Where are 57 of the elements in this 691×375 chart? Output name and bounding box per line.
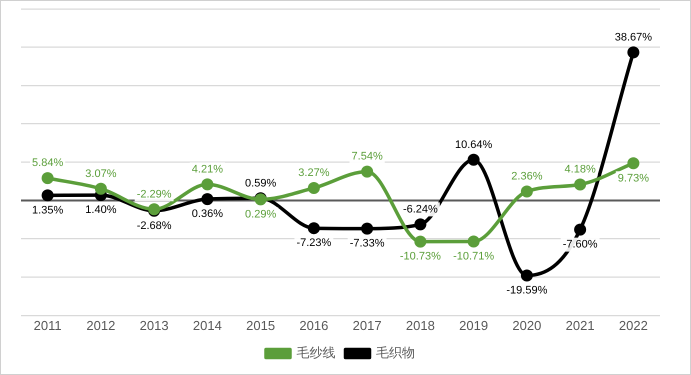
data-label: -2.29% bbox=[136, 188, 172, 200]
legend-label: 毛织物 bbox=[376, 345, 415, 360]
x-tick-label: 2022 bbox=[618, 318, 648, 333]
x-tick-label: 2015 bbox=[246, 318, 276, 333]
point bbox=[42, 189, 54, 202]
data-label: 5.84% bbox=[32, 157, 64, 170]
point bbox=[308, 182, 320, 194]
point bbox=[414, 218, 426, 230]
data-label: 4.18% bbox=[564, 164, 596, 176]
data-label: 1.35% bbox=[32, 204, 64, 216]
x-tick-label: 2020 bbox=[512, 318, 542, 333]
point bbox=[574, 224, 586, 236]
point bbox=[468, 154, 480, 166]
x-tick-label: 2013 bbox=[140, 318, 169, 333]
data-label: -19.59% bbox=[506, 284, 548, 297]
data-label: 7.54% bbox=[352, 150, 383, 163]
data-label: 4.21% bbox=[192, 163, 224, 176]
x-tick-label: 2017 bbox=[352, 318, 382, 333]
x-tick-label: 2011 bbox=[34, 318, 62, 333]
x-tick-label: 2019 bbox=[459, 318, 488, 333]
point bbox=[414, 236, 426, 248]
point bbox=[520, 185, 533, 198]
data-label: 1.40% bbox=[85, 204, 117, 216]
data-label: -7.33% bbox=[350, 238, 385, 250]
data-label: -2.68% bbox=[136, 220, 172, 232]
x-tick-label: 2021 bbox=[566, 318, 595, 333]
x-tick-label: 2014 bbox=[192, 318, 222, 333]
data-label: -6.24% bbox=[402, 203, 438, 216]
data-label: 3.07% bbox=[85, 168, 117, 180]
x-tick-label: 2016 bbox=[299, 318, 328, 333]
data-label: 2.36% bbox=[511, 170, 543, 182]
data-label: 3.27% bbox=[298, 167, 330, 180]
data-label: 0.36% bbox=[192, 208, 224, 220]
data-label: -7.60% bbox=[562, 238, 598, 251]
point bbox=[627, 46, 640, 58]
point bbox=[94, 182, 107, 195]
point bbox=[308, 222, 320, 234]
point bbox=[42, 172, 54, 184]
x-tick-label: 2012 bbox=[86, 318, 116, 333]
point bbox=[201, 193, 214, 206]
point bbox=[361, 222, 374, 235]
point bbox=[201, 178, 214, 190]
data-label: -10.73% bbox=[400, 250, 442, 263]
point bbox=[520, 270, 533, 282]
point bbox=[627, 157, 640, 170]
legend-label: 毛纱线 bbox=[296, 345, 336, 360]
data-label: 0.59% bbox=[245, 177, 276, 190]
point bbox=[468, 236, 480, 248]
x-tick-label: 2018 bbox=[406, 318, 435, 333]
data-label: 0.29% bbox=[245, 208, 276, 220]
data-label: 9.73% bbox=[618, 172, 650, 184]
data-label: 10.64% bbox=[454, 138, 492, 151]
point bbox=[361, 166, 374, 178]
point bbox=[574, 178, 586, 190]
data-label: -10.71% bbox=[453, 250, 494, 263]
data-label: 38.67% bbox=[614, 31, 652, 44]
data-label: -7.23% bbox=[296, 237, 332, 250]
